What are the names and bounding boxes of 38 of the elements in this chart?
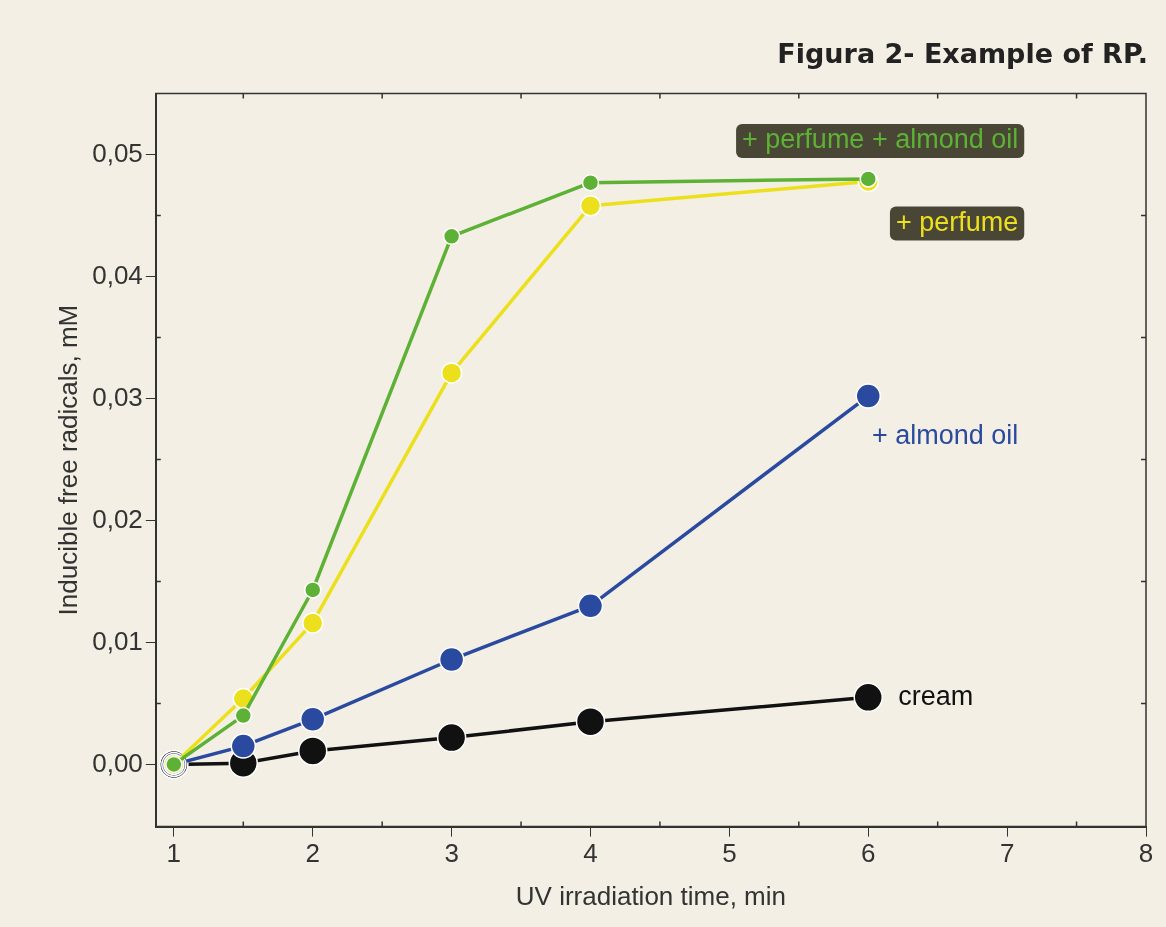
point	[297, 736, 328, 766]
point	[855, 383, 881, 409]
point	[442, 227, 461, 246]
point	[301, 612, 324, 634]
x-tick-label: 1	[166, 838, 182, 869]
point	[579, 195, 602, 217]
x-tick-label: 3	[444, 838, 459, 869]
x-tick-label: 8	[1138, 838, 1154, 869]
point	[859, 170, 877, 188]
x-tick-label: 6	[861, 838, 876, 869]
point	[575, 706, 606, 737]
point	[230, 733, 257, 759]
x-tick-label: 4	[583, 838, 598, 869]
x-tick-label: 7	[999, 838, 1015, 869]
y-tick-label: 0,00	[92, 747, 143, 778]
y-tick-label: 0,03	[92, 381, 143, 412]
series-label: cream	[898, 680, 974, 711]
y-tick-label: 0,05	[92, 137, 143, 168]
point	[577, 593, 604, 619]
series-label: + almond oil	[871, 419, 1019, 450]
point	[299, 706, 326, 733]
point	[438, 646, 465, 673]
point	[581, 173, 600, 192]
point	[234, 706, 253, 725]
y-tick-label: 0,02	[92, 503, 143, 534]
point	[436, 722, 467, 753]
point	[440, 362, 463, 384]
x-tick-label: 5	[722, 838, 737, 869]
point	[303, 581, 322, 599]
y-tick-label: 0,04	[92, 259, 143, 290]
point	[853, 682, 883, 713]
x-tick-label: 2	[305, 838, 320, 869]
series-label: + perfume + almond oil	[742, 124, 1019, 155]
y-axis-title: Inducible free radicals, mM	[52, 304, 83, 616]
series-label: + perfume	[895, 206, 1019, 237]
x-axis-title: UV irradiation time, min	[515, 880, 786, 911]
chart-title: Figura 2- Example of RP.	[777, 38, 1148, 69]
y-tick-label: 0,01	[92, 625, 143, 656]
